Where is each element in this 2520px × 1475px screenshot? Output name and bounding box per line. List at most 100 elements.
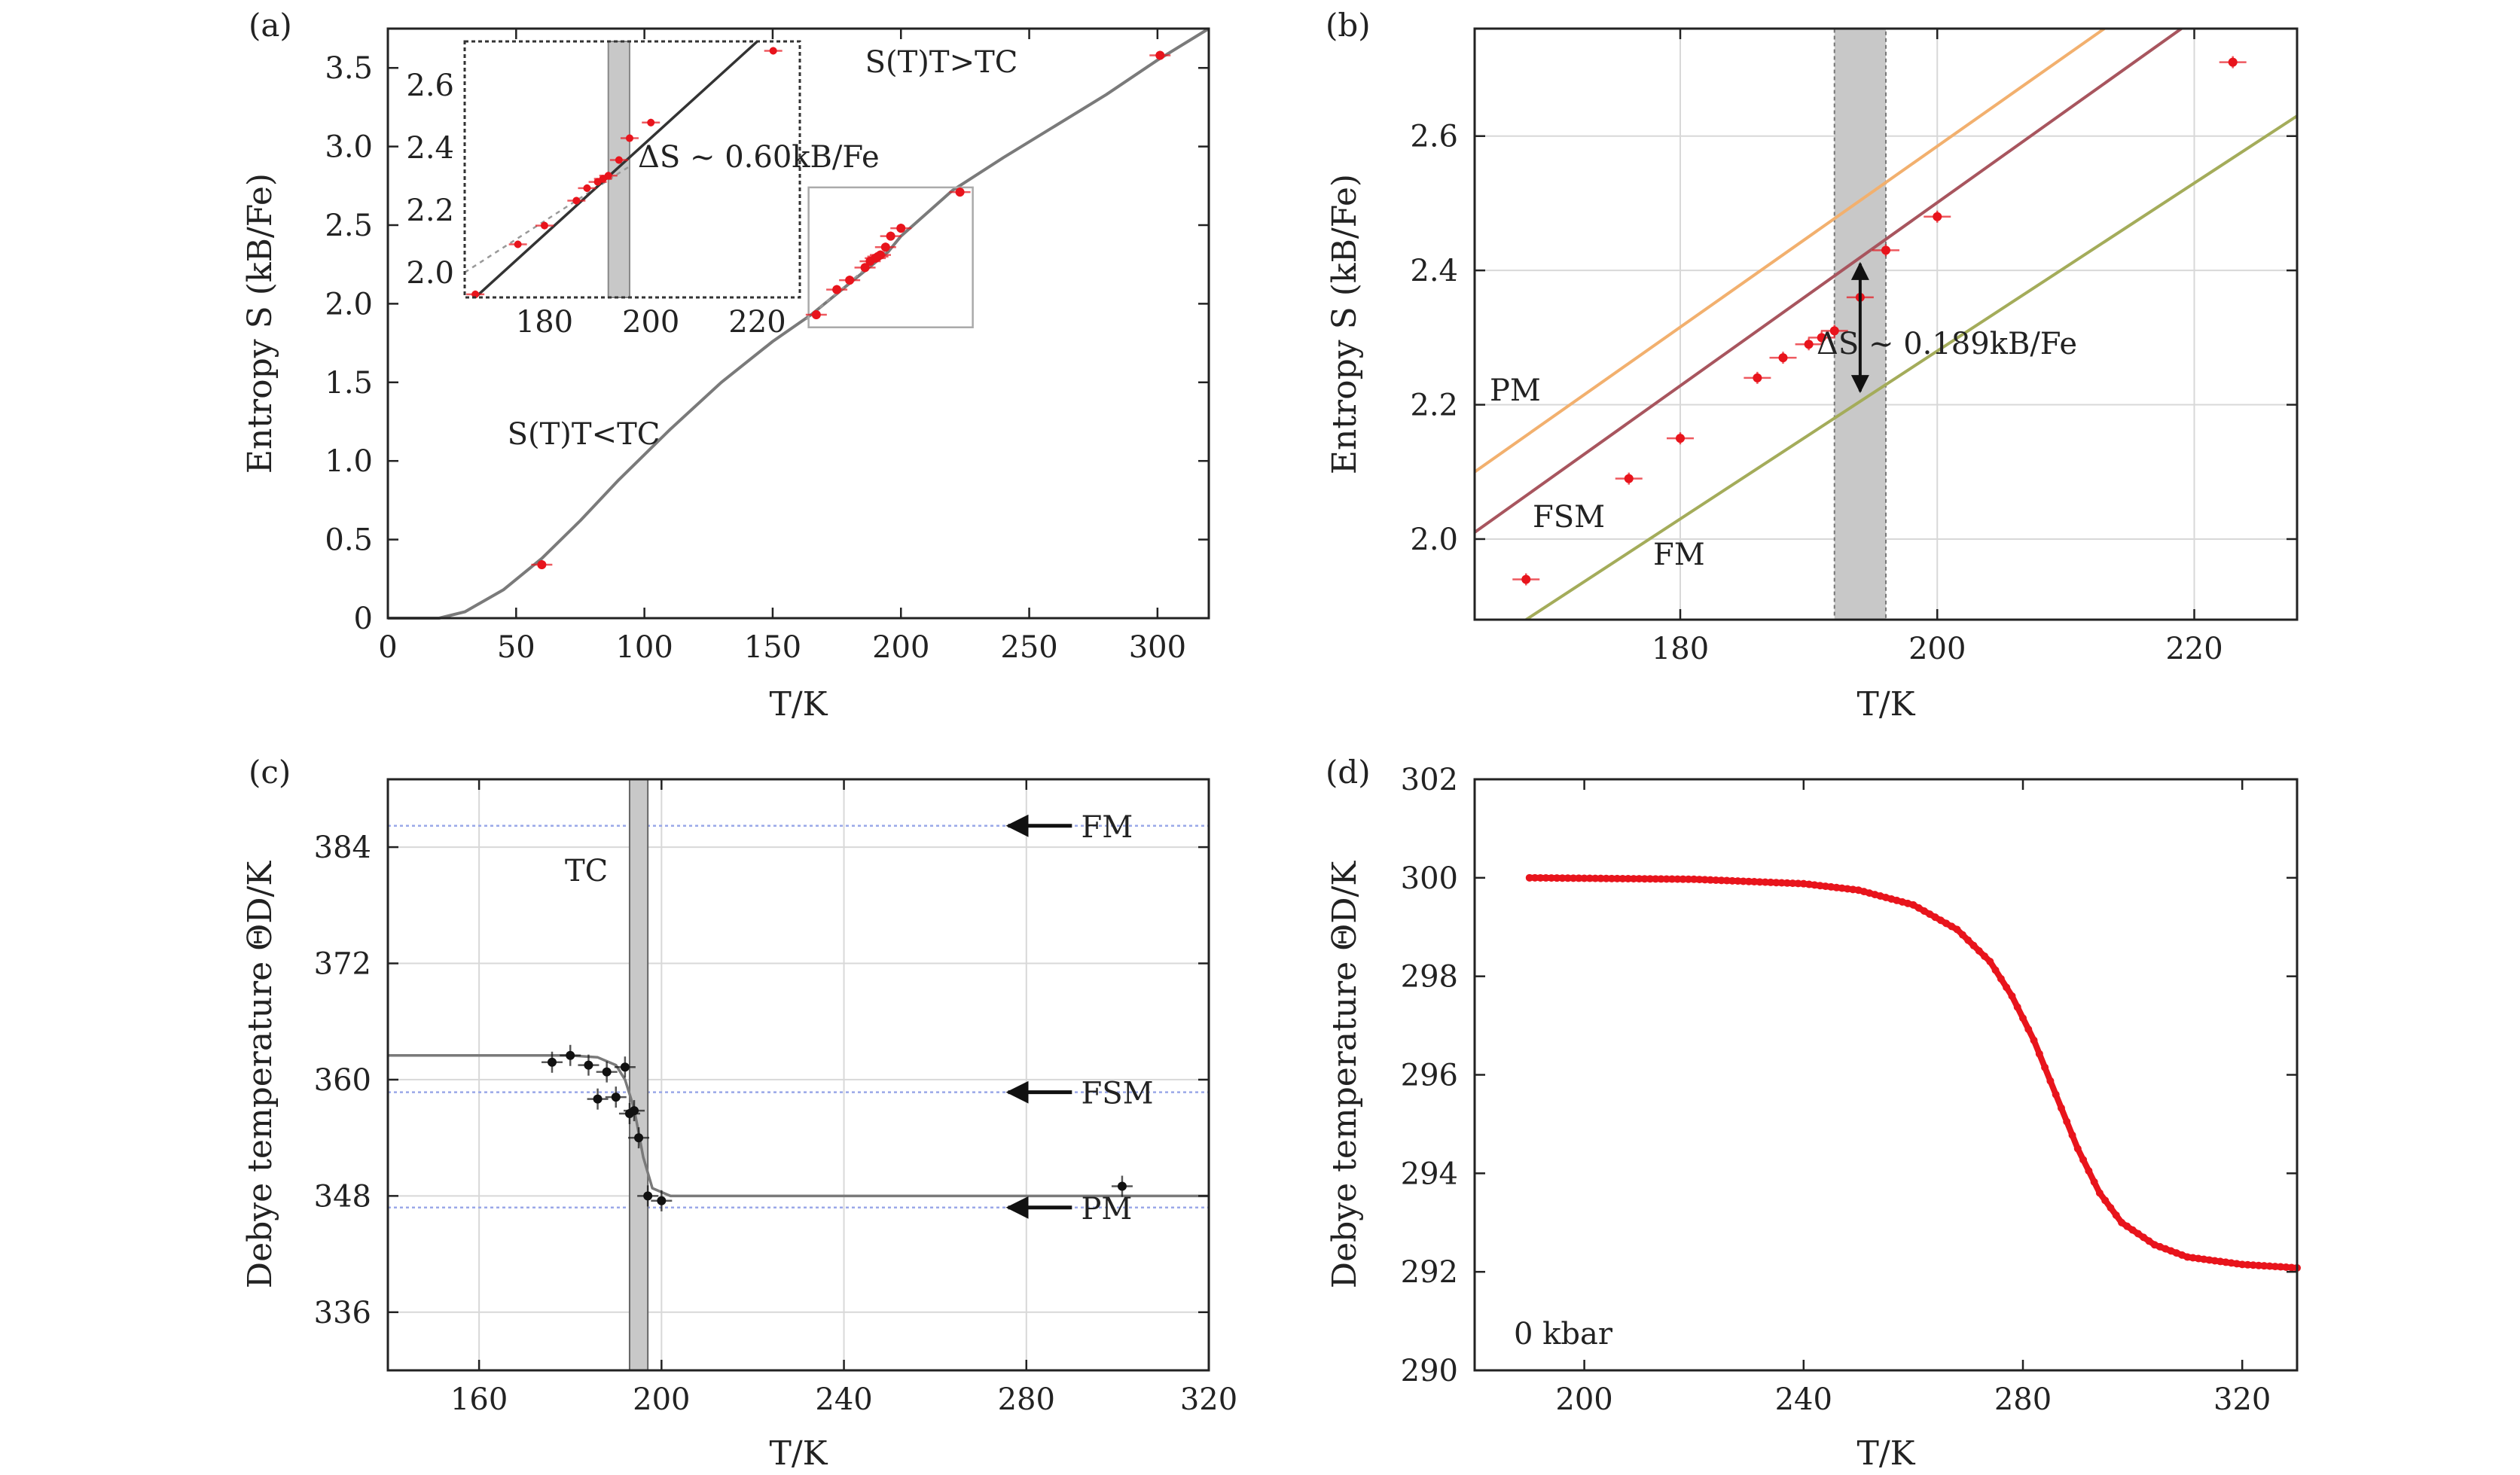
label-fsm: FSM (1533, 500, 1605, 535)
x-tick-label: 280 (998, 1382, 1055, 1417)
pressure-annotation: 0 kbar (1514, 1317, 1613, 1352)
y-tick-label: 2.2 (1410, 389, 1458, 423)
curve-marker (1827, 882, 1835, 891)
curve-marker (1591, 874, 1600, 882)
inset-x-tick-label: 180 (516, 305, 573, 340)
x-tick-label: 180 (1652, 632, 1709, 666)
reference-label-pm: PM (1081, 1192, 1132, 1227)
y-tick-label: 300 (1401, 861, 1458, 896)
curve-marker (2238, 1260, 2247, 1269)
curve-marker (2063, 1117, 2071, 1126)
inset-plot: 180 200 220 2.0 2.2 2.4 2.6 ΔS ~ 0.60kB/Fe (406, 40, 880, 340)
curve-marker (2183, 1253, 2192, 1261)
curve-marker (2030, 1036, 2038, 1044)
curve-marker (1679, 875, 1687, 883)
x-tick-label: 200 (633, 1382, 690, 1417)
x-tick-label: 200 (872, 630, 929, 665)
curve-marker (2013, 1003, 2021, 1011)
zoom-box (807, 186, 974, 328)
y-tick-label: 3.0 (325, 130, 373, 165)
inset-data-point (572, 197, 581, 205)
curve-marker (1728, 876, 1737, 885)
curve-marker (2046, 1077, 2055, 1085)
x-tick-label: 50 (497, 630, 535, 665)
curve-marker (2271, 1263, 2279, 1271)
y-axis-title: Entropy S (kB/Fe) (1326, 174, 1364, 474)
x-axis-title: T/K (1856, 685, 1915, 724)
y-tick-label: 2.0 (1410, 523, 1458, 557)
data-point (1804, 340, 1814, 349)
x-tick-label: 320 (2213, 1382, 2271, 1417)
x-tick-label: 250 (1000, 630, 1057, 665)
curve-marker (2140, 1233, 2148, 1242)
x-tick-label: 200 (1908, 632, 1966, 666)
annotation-above-tc: S(T)T>TC (865, 45, 1018, 80)
curve-marker (1942, 919, 1951, 928)
data-point (634, 1133, 644, 1143)
curve-marker (2282, 1263, 2290, 1272)
curve-marker (2205, 1256, 2213, 1264)
curve-marker (2287, 1263, 2296, 1272)
curve-marker (2249, 1261, 2257, 1269)
curve-marker (2216, 1257, 2225, 1266)
panel-c-debye-chart: 160 200 240 280 320 336 348 360 372 384 T/K Debye t… (241, 778, 1237, 1473)
curve-marker (1997, 974, 2005, 983)
plot-frame (1473, 27, 2299, 621)
phase-line-fm (1525, 114, 2299, 621)
label-pm: PM (1490, 373, 1541, 408)
curve-marker (1668, 875, 1676, 883)
curve-marker (1975, 946, 1983, 955)
y-tick-label: 1.0 (325, 444, 373, 479)
curve-marker (1794, 879, 1802, 888)
curve-marker (1635, 875, 1643, 883)
curve-marker (1783, 879, 1791, 887)
data-point (1624, 474, 1634, 483)
y-tick-label: 2.0 (325, 287, 373, 322)
curve-marker (1981, 952, 1989, 960)
inset-data-point (769, 47, 777, 55)
curve-marker (1547, 874, 1555, 882)
curve-marker (2085, 1167, 2093, 1175)
curve-marker (2222, 1258, 2230, 1266)
reference-label-fsm: FSM (1081, 1077, 1153, 1111)
curve-marker (1844, 885, 1852, 893)
panel-label-c: (c) (249, 754, 291, 791)
curve-marker (1695, 876, 1704, 884)
curve-marker (2112, 1211, 2120, 1219)
x-tick-label: 150 (744, 630, 801, 665)
curve-marker (2101, 1196, 2110, 1205)
data-point (1881, 245, 1890, 255)
curve-marker (1618, 874, 1627, 882)
curve-marker (1958, 931, 1966, 939)
x-tick-label: 240 (1775, 1382, 1832, 1417)
data-point (643, 1191, 653, 1201)
curve-marker (2019, 1014, 2027, 1022)
reference-label-fm: FM (1081, 810, 1133, 845)
data-point (832, 285, 842, 294)
curve-marker (2189, 1254, 2197, 1262)
x-axis-title: T/K (769, 1434, 828, 1473)
y-tick-label: 2.6 (1410, 120, 1458, 154)
curve-marker (1613, 874, 1622, 882)
curve-marker (1646, 875, 1654, 883)
curve-marker (1701, 876, 1709, 884)
curve-marker (1816, 882, 1824, 890)
panel-b-entropy-zoom-chart: 180 200 220 2.0 2.2 2.4 2.6 T/K Entropy S (kB/Fe… (1326, 27, 2299, 724)
data-point (630, 1106, 639, 1116)
curve-marker (2260, 1262, 2268, 1270)
x-tick-label: 220 (2165, 632, 2223, 666)
data-point (620, 1062, 630, 1072)
inset-y-tick-label: 2.0 (406, 256, 454, 291)
curve-marker (2073, 1144, 2082, 1153)
curve-marker (1564, 874, 1572, 882)
curve-marker (1849, 885, 1857, 894)
y-tick-label: 3.5 (325, 51, 373, 86)
curve-marker (1805, 880, 1814, 888)
curve-marker (1750, 878, 1759, 886)
inset-delta-s-annotation: ΔS ~ 0.60kB/Fe (638, 140, 880, 175)
curve-marker (1931, 913, 1939, 922)
data-point (1117, 1181, 1127, 1191)
curve-marker (1964, 936, 1972, 944)
curve-marker (2244, 1260, 2252, 1269)
